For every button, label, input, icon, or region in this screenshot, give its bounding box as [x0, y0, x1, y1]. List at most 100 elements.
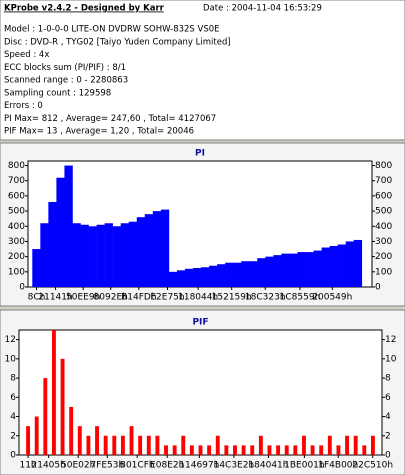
x-tick-label: 1F4B00h [318, 461, 358, 471]
x-tick-label: B14FDh [121, 293, 156, 303]
bar [104, 223, 113, 287]
bar [120, 435, 125, 455]
bar [26, 426, 31, 455]
y-tick-label: 0 [19, 283, 25, 293]
bar [336, 445, 341, 455]
y2-tick-label: 0 [375, 283, 381, 293]
info-line: Model : 1-0-0-0 LITE-ON DVDRW SOHW-832S … [4, 25, 220, 35]
x-tick-label: 22C510h [352, 461, 393, 471]
bar [337, 244, 346, 287]
y-tick-label: 800 [8, 161, 25, 171]
plot-area [18, 329, 383, 456]
y-tick-label: 4 [10, 412, 16, 422]
x-tick-label: 8092Eh [94, 293, 128, 303]
bar [193, 268, 202, 287]
y2-tick-label: 500 [375, 207, 392, 217]
bar [241, 261, 250, 287]
bar [34, 416, 39, 455]
bar [172, 445, 177, 455]
y-tick-label: 400 [8, 222, 25, 232]
bar [51, 330, 56, 455]
bar [225, 262, 234, 287]
bar [95, 426, 99, 455]
y-tick-label: 6 [10, 393, 16, 403]
x-tick-label: 200549h [312, 293, 352, 303]
x-tick-label: 11h [19, 461, 36, 471]
chart-title: PIF [192, 318, 208, 328]
bar [258, 435, 263, 455]
y-tick-label: 2 [10, 431, 16, 441]
info-line: Errors : 0 [4, 101, 43, 111]
bar [310, 445, 315, 455]
x-tick-label: E08E2h [150, 461, 184, 471]
bar [370, 435, 375, 455]
bar [329, 246, 338, 287]
x-tick-label: 18C323h [245, 293, 286, 303]
bar [250, 445, 255, 455]
y2-tick-label: 6 [385, 393, 391, 403]
bar [32, 249, 41, 287]
bar [313, 250, 322, 287]
bar [164, 445, 168, 455]
y-tick-label: 200 [8, 252, 25, 262]
bar [88, 226, 97, 287]
bar [136, 217, 146, 287]
bar [103, 435, 108, 455]
bar [176, 270, 186, 287]
y2-tick-label: 4 [385, 412, 391, 422]
x-tick-label: 114697h [179, 461, 219, 471]
y-tick-label: 10 [5, 354, 17, 364]
y2-tick-label: 12 [385, 335, 396, 345]
bar [276, 445, 281, 455]
bar [40, 223, 49, 287]
bar [249, 261, 258, 287]
bar [138, 435, 143, 455]
bar [120, 223, 130, 287]
bar [152, 211, 162, 287]
bar [273, 255, 282, 287]
chart-title: PI [195, 149, 205, 159]
y-tick-label: 600 [8, 191, 25, 201]
bar [265, 256, 274, 287]
y2-tick-label: 8 [385, 374, 391, 384]
bar [64, 165, 73, 287]
bar [56, 177, 65, 287]
bar [198, 445, 203, 455]
bar [224, 445, 229, 455]
x-tick-label: 8Ch [28, 293, 46, 303]
x-tick-label: 50E02h [61, 461, 95, 471]
bar [72, 223, 81, 287]
bar [155, 435, 160, 455]
y2-tick-label: 700 [375, 176, 392, 186]
bar [284, 445, 289, 455]
bar [207, 445, 212, 455]
y2-tick-label: 400 [375, 222, 392, 232]
x-tick-label: 1C8559h [280, 293, 321, 303]
y-tick-label: 0 [10, 451, 16, 461]
bar [209, 265, 218, 287]
bar [168, 271, 178, 287]
x-tick-label: 152159h [212, 293, 252, 303]
bar [112, 435, 117, 455]
bar [184, 268, 194, 287]
bar [241, 445, 246, 455]
info-panel [0, 0, 405, 141]
x-tick-label: B01CFh [120, 461, 155, 471]
bar [189, 445, 194, 455]
bar [305, 252, 314, 287]
x-tick-label: 118044h [178, 293, 218, 303]
x-tick-label: 184041h [248, 461, 288, 471]
y2-tick-label: 800 [375, 161, 392, 171]
bar [144, 214, 154, 287]
bar [77, 426, 82, 455]
bar [257, 258, 266, 287]
y-tick-label: 8 [10, 374, 16, 384]
bar [69, 406, 74, 455]
x-tick-label: 14C3E2h [214, 461, 255, 471]
bar [233, 262, 242, 287]
info-line: Sampling count : 129598 [4, 88, 111, 98]
bar [327, 435, 332, 455]
y2-tick-label: 200 [375, 252, 392, 262]
x-tick-label: 21405h [32, 461, 66, 471]
